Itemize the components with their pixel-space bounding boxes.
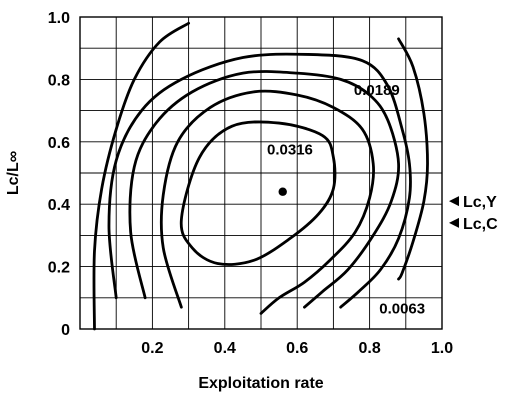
grid-layer (79, 16, 443, 330)
contour-line-outer-right (397, 37, 429, 281)
x-tick-label: 0.4 (214, 340, 236, 357)
lc-c-marker-label: Lc,C (463, 216, 498, 233)
contour-label-0189: 0.0189 (354, 82, 400, 99)
y-tick-label: 1.0 (48, 10, 70, 27)
contour-label-0063: 0.0063 (379, 300, 425, 317)
x-axis-label: Exploitation rate (198, 375, 323, 392)
x-tick-label: 1.0 (431, 340, 453, 357)
maximum-point (278, 187, 287, 196)
side-marker-arrow (449, 196, 459, 207)
y-tick-label: 0.4 (48, 197, 70, 214)
y-tick-label: 0 (61, 322, 70, 339)
contour-line-00063 (107, 52, 412, 309)
y-tick-label: 0.6 (48, 135, 70, 152)
plot-frame (79, 16, 443, 330)
y-tick-label: 0.8 (48, 72, 70, 89)
side-marker-arrow (449, 217, 459, 228)
contour-layer (92, 21, 429, 331)
contour-line-outer-left (92, 21, 190, 331)
contour-line-00316 (159, 89, 375, 315)
contour-label-0316: 0.0316 (267, 141, 313, 158)
contour-line-00189 (128, 70, 400, 309)
y-tick-label: 0.2 (48, 260, 70, 277)
lc-y-marker-label: Lc,Y (463, 194, 497, 211)
marker-layer (278, 187, 459, 228)
y-axis-label: Lc/L∞ (5, 151, 22, 195)
x-tick-label: 0.6 (286, 340, 308, 357)
contour-line-innermost (179, 120, 337, 266)
x-tick-label: 0.2 (141, 340, 163, 357)
x-tick-label: 0.8 (358, 340, 380, 357)
